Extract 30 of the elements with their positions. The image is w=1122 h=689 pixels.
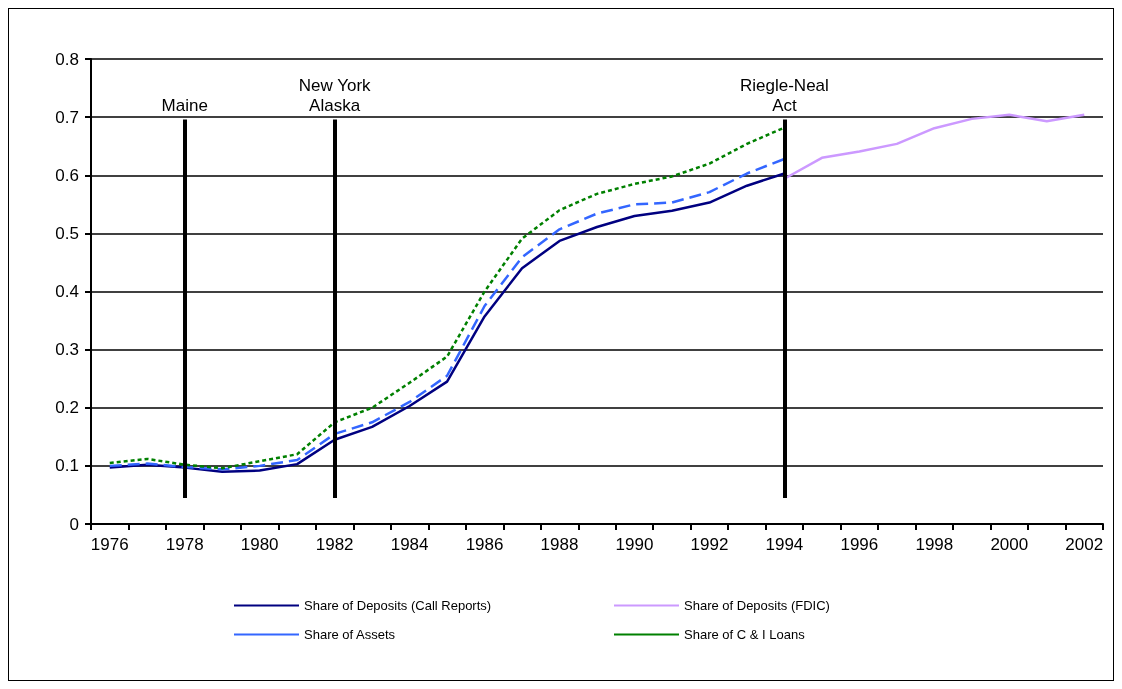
legend-label: Share of Deposits (Call Reports)	[304, 598, 492, 613]
legend-label: Share of Assets	[304, 627, 396, 642]
x-tick-label: 1976	[90, 535, 129, 554]
y-tick-label: 0.3	[55, 340, 79, 360]
x-tick-label: 2000	[990, 535, 1029, 554]
y-tick-label: 0.8	[55, 49, 79, 69]
y-tick-label: 0.4	[55, 282, 79, 301]
y-tick-label: 0.7	[55, 107, 79, 127]
legend-label: Share of Deposits (FDIC)	[684, 598, 830, 613]
x-tick-label: 2002	[1065, 535, 1104, 554]
x-tick-label: 1982	[315, 535, 354, 554]
legend-label: Share of C & I Loans	[684, 627, 806, 642]
x-tick-label: 1978	[165, 535, 204, 554]
x-tick-label: 1984	[390, 535, 429, 554]
x-tick-label: 1986	[465, 535, 504, 554]
x-tick-label: 1980	[240, 535, 279, 554]
y-tick-label: 0.1	[55, 456, 79, 476]
x-tick-label: 1994	[765, 535, 804, 554]
y-tick-label: 0.6	[55, 165, 79, 185]
y-tick-label: 0.2	[55, 398, 79, 418]
y-tick-label: 0.5	[55, 223, 79, 243]
y-tick-label: 0	[69, 514, 79, 534]
x-tick-label: 1996	[840, 535, 879, 554]
ref-line-label: Riegle-Neal Act	[739, 75, 829, 115]
x-tick-label: 1998	[915, 535, 954, 554]
ref-line-label: Maine	[161, 95, 208, 115]
ref-line-label: New York Alaska	[298, 75, 372, 115]
x-tick-label: 1992	[690, 535, 729, 554]
x-tick-label: 1988	[540, 535, 579, 554]
x-tick-label: 1990	[615, 535, 654, 554]
